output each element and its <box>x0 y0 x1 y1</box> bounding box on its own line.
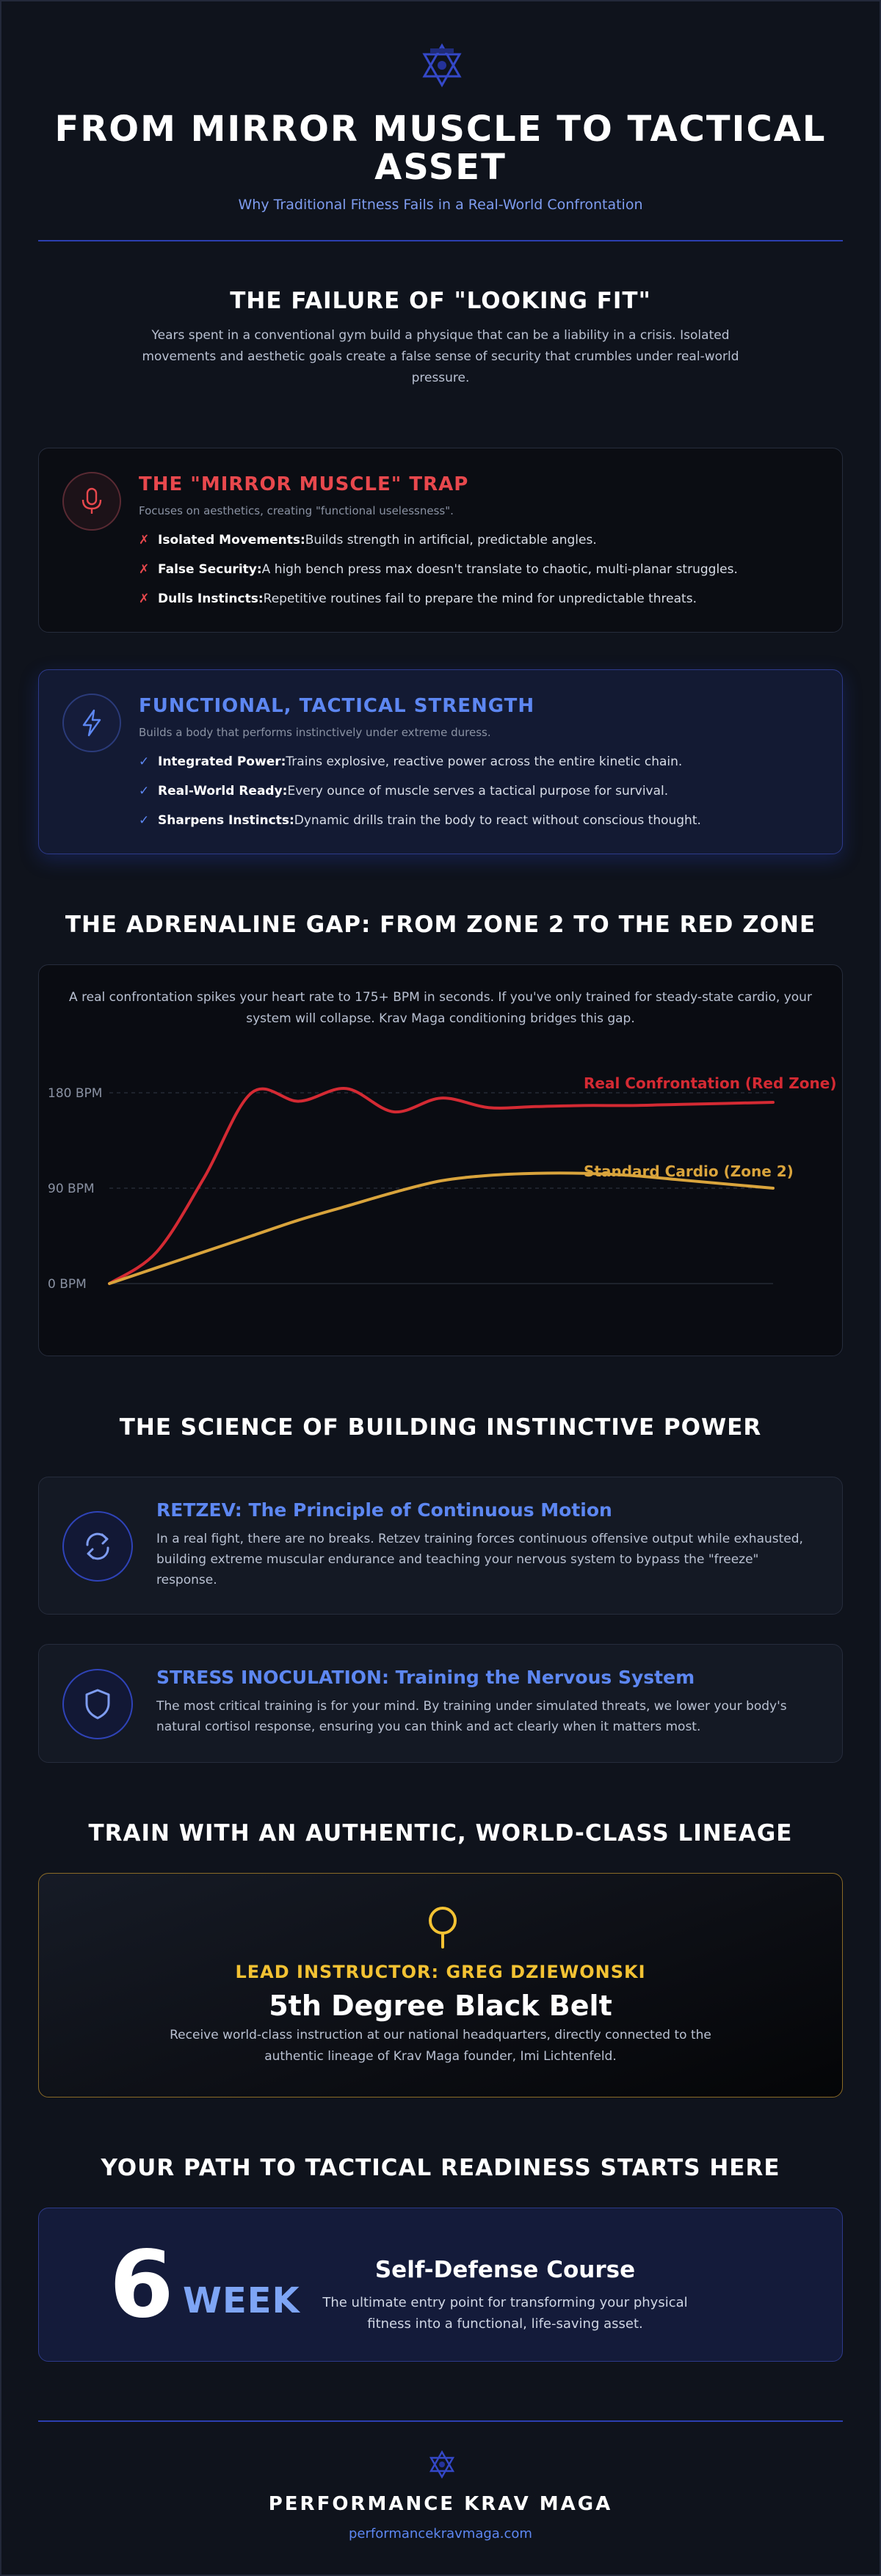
mirror-muscle-card: THE "MIRROR MUSCLE" TRAP Focuses on aest… <box>38 448 843 633</box>
lineage-heading: TRAIN WITH AN AUTHENTIC, WORLD-CLASS LIN… <box>88 1820 793 1847</box>
adrenaline-heading: THE ADRENALINE GAP: FROM ZONE 2 TO THE R… <box>65 912 816 938</box>
page-title: FROM MIRROR MUSCLE TO TACTICAL ASSET <box>54 109 827 188</box>
tactical-title: FUNCTIONAL, TACTICAL STRENGTH <box>139 695 535 717</box>
series-label: Real Confrontation (Red Zone) <box>584 1074 836 1092</box>
stress-title: STRESS INOCULATION: Training the Nervous… <box>156 1667 695 1688</box>
tactical-subtitle: Builds a body that performs instinctivel… <box>139 726 491 739</box>
course-length-unit: WEEK <box>183 2280 300 2321</box>
continuous-arrows-icon <box>62 1511 133 1582</box>
course-card: 6 WEEK Self-Defense Course The ultimate … <box>38 2208 843 2362</box>
star-of-david-logo-icon <box>422 43 462 88</box>
retzev-title: RETZEV: The Principle of Continuous Moti… <box>156 1499 612 1521</box>
trap-title: THE "MIRROR MUSCLE" TRAP <box>139 473 469 495</box>
page-subtitle: Why Traditional Fitness Fails in a Real-… <box>238 197 643 213</box>
stress-inoculation-card: STRESS INOCULATION: Training the Nervous… <box>38 1644 843 1763</box>
course-text: The ultimate entry point for transformin… <box>322 2295 688 2332</box>
series-line <box>108 1171 775 1285</box>
map-pin-icon <box>429 1907 457 1949</box>
stress-text: The most critical training is for your m… <box>156 1699 787 1734</box>
list-item: ✗ Dulls Instincts:Repetitive routines fai… <box>139 592 697 606</box>
retzev-text: In a real fight, there are no breaks. Re… <box>156 1532 803 1587</box>
course-title: Self-Defense Course <box>374 2257 636 2283</box>
y-tick-label: 90 BPM <box>48 1182 95 1196</box>
trap-subtitle: Focuses on aesthetics, creating "functio… <box>139 504 454 517</box>
adrenaline-text: A real confrontation spikes your heart r… <box>69 990 812 1026</box>
retzev-card: RETZEV: The Principle of Continuous Moti… <box>38 1477 843 1615</box>
footer-brand: PERFORMANCE KRAV MAGA <box>268 2493 613 2515</box>
list-item: ✗ False Security:A high bench press max d… <box>139 562 738 577</box>
list-item: ✓ Sharpens Instincts:Dynamic drills train… <box>139 813 701 828</box>
tactical-list: ✓ Integrated Power:Trains explosive, reac… <box>139 754 820 842</box>
series-line <box>108 1087 775 1285</box>
divider <box>38 2420 843 2422</box>
list-item: ✓ Real-World Ready:Every ounce of muscle … <box>139 784 669 798</box>
shield-icon <box>62 1669 133 1739</box>
microphone-icon <box>62 472 121 531</box>
tactical-strength-card: FUNCTIONAL, TACTICAL STRENGTH Builds a b… <box>38 669 843 854</box>
failure-heading: THE FAILURE OF "LOOKING FIT" <box>230 288 651 314</box>
y-tick-label: 180 BPM <box>48 1086 102 1101</box>
list-item: ✗ Isolated Movements:Builds strength in a… <box>139 533 597 547</box>
trap-list: ✗ Isolated Movements:Builds strength in a… <box>139 532 820 620</box>
star-of-david-logo-icon <box>429 2450 455 2479</box>
lineage-card: LEAD INSTRUCTOR: GREG DZIEWONSKI 5th Deg… <box>38 1873 843 2097</box>
heart-rate-chart: 0 BPM 90 BPM 180 BPM Real Confrontation (Re… <box>48 1074 836 1292</box>
divider <box>38 240 843 241</box>
list-item: ✓ Integrated Power:Trains explosive, reac… <box>139 754 683 769</box>
footer-website-link[interactable]: performancekravmaga.com <box>349 2526 532 2542</box>
instructor-rank: 5th Degree Black Belt <box>269 1990 612 2022</box>
lightning-bolt-icon <box>62 694 121 752</box>
heart-rate-chart-card: A real confrontation spikes your heart r… <box>38 964 843 1356</box>
path-heading: YOUR PATH TO TACTICAL READINESS STARTS H… <box>101 2155 780 2181</box>
lineage-text: Receive world-class instruction at our n… <box>170 2028 711 2064</box>
course-length-number: 6 <box>109 2230 174 2338</box>
science-heading: THE SCIENCE OF BUILDING INSTINCTIVE POWE… <box>119 1414 762 1441</box>
y-tick-label: 0 BPM <box>48 1277 87 1292</box>
failure-text: Years spent in a conventional gym build … <box>142 328 739 385</box>
instructor-label: LEAD INSTRUCTOR: GREG DZIEWONSKI <box>235 1962 646 1982</box>
series-label: Standard Cardio (Zone 2) <box>584 1163 794 1180</box>
